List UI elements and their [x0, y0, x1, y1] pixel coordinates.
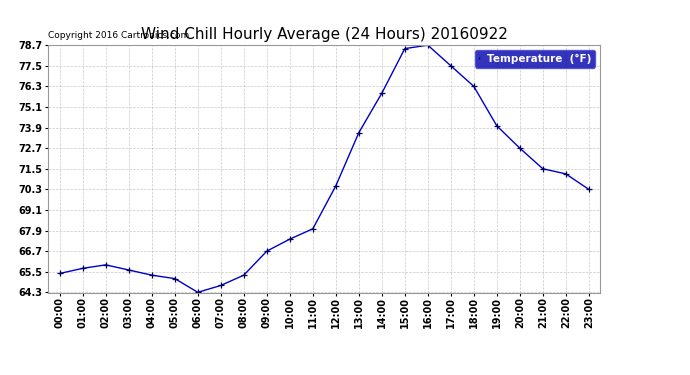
Legend: Temperature  (°F): Temperature (°F): [475, 50, 595, 68]
Text: Copyright 2016 Cartronics.com: Copyright 2016 Cartronics.com: [48, 31, 190, 40]
Title: Wind Chill Hourly Average (24 Hours) 20160922: Wind Chill Hourly Average (24 Hours) 201…: [141, 27, 508, 42]
